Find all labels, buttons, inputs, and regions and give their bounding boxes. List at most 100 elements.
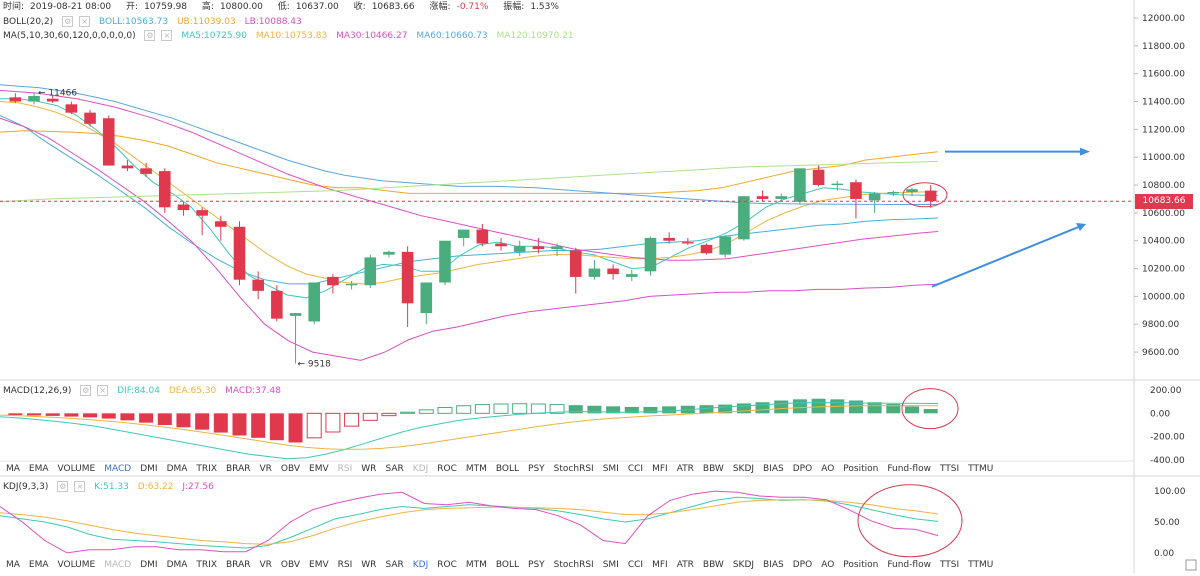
tab-cci[interactable]: CCI — [627, 560, 644, 570]
tab-fund-flow[interactable]: Fund-flow — [887, 464, 931, 474]
tab-boll[interactable]: BOLL — [495, 464, 520, 474]
tab-emv[interactable]: EMV — [309, 560, 329, 570]
tab-stochrsi[interactable]: StochRSI — [553, 464, 594, 474]
tab-ema[interactable]: EMA — [28, 560, 49, 570]
tab-trix[interactable]: TRIX — [196, 560, 217, 570]
tab-atr[interactable]: ATR — [676, 560, 694, 570]
close-value: 10683.66 — [371, 2, 415, 12]
tab-rsi[interactable]: RSI — [337, 464, 353, 474]
macd-value: MACD:37.48 — [225, 386, 281, 396]
macd-histogram-bar — [886, 404, 901, 414]
price-axis-tick: 11600.00 — [1142, 70, 1185, 80]
close-label: 收: — [353, 2, 366, 12]
tab-trix[interactable]: TRIX — [196, 464, 217, 474]
tab-ttsi[interactable]: TTSI — [939, 560, 960, 570]
macd-histogram-bar — [306, 412, 322, 439]
macd-histogram-bar — [587, 405, 602, 414]
tab-position[interactable]: Position — [843, 464, 879, 474]
tab-ao[interactable]: AO — [821, 560, 835, 570]
tab-kdj[interactable]: KDJ — [412, 464, 429, 474]
tab-dpo[interactable]: DPO — [792, 464, 813, 474]
candle-body — [868, 193, 881, 201]
tab-skdj[interactable]: SKDJ — [732, 560, 755, 570]
tab-position[interactable]: Position — [843, 560, 879, 570]
tab-smi[interactable]: SMI — [602, 560, 619, 570]
macd-histogram-bar — [549, 404, 565, 414]
tab-skdj[interactable]: SKDJ — [732, 464, 755, 474]
settings-icon[interactable]: ⚙ — [57, 481, 69, 492]
tab-smi[interactable]: SMI — [602, 464, 619, 474]
macd-histogram-bar — [867, 402, 882, 414]
candle-body — [252, 279, 264, 291]
tab-wr[interactable]: WR — [361, 464, 377, 474]
tab-sar[interactable]: SAR — [385, 464, 404, 474]
tab-dpo[interactable]: DPO — [792, 560, 813, 570]
tab-mtm[interactable]: MTM — [465, 560, 487, 570]
highlight-circle — [902, 182, 948, 208]
tab-volume[interactable]: VOLUME — [57, 560, 96, 570]
macd-histogram-bar — [101, 413, 116, 419]
dea-value: DEA:65.30 — [168, 386, 217, 396]
settings-icon[interactable]: ⚙ — [62, 16, 74, 27]
candle-body — [738, 196, 750, 240]
series-line-ma120 — [0, 160, 939, 203]
close-icon[interactable]: × — [161, 30, 173, 41]
tab-mfi[interactable]: MFI — [652, 560, 668, 570]
tab-sar[interactable]: SAR — [385, 560, 404, 570]
tab-boll[interactable]: BOLL — [495, 560, 520, 570]
tab-fund-flow[interactable]: Fund-flow — [887, 560, 931, 570]
tab-mfi[interactable]: MFI — [652, 464, 668, 474]
settings-icon[interactable]: ⚙ — [80, 385, 92, 396]
tab-dma[interactable]: DMA — [166, 464, 188, 474]
tab-bbw[interactable]: BBW — [702, 560, 724, 570]
tab-mtm[interactable]: MTM — [465, 464, 487, 474]
tab-macd[interactable]: MACD — [104, 464, 132, 474]
tab-cci[interactable]: CCI — [627, 464, 644, 474]
tab-brar[interactable]: BRAR — [226, 464, 251, 474]
tab-wr[interactable]: WR — [361, 560, 377, 570]
tab-ma[interactable]: MA — [6, 464, 20, 474]
tab-ttmu[interactable]: TTMU — [968, 560, 994, 570]
tab-stochrsi[interactable]: StochRSI — [553, 560, 594, 570]
candle-body — [196, 210, 208, 216]
tab-roc[interactable]: ROC — [437, 464, 457, 474]
tab-dmi[interactable]: DMI — [140, 464, 158, 474]
tab-ema[interactable]: EMA — [28, 464, 49, 474]
tab-vr[interactable]: VR — [259, 560, 272, 570]
tab-roc[interactable]: ROC — [437, 560, 457, 570]
close-icon[interactable]: × — [97, 385, 109, 396]
tab-bias[interactable]: BIAS — [763, 560, 784, 570]
price-axis-tick: 10800.00 — [1142, 181, 1185, 191]
tab-ma[interactable]: MA — [6, 560, 20, 570]
tab-brar[interactable]: BRAR — [226, 560, 251, 570]
tab-obv[interactable]: OBV — [280, 560, 301, 570]
tab-dmi[interactable]: DMI — [140, 560, 158, 570]
tab-bias[interactable]: BIAS — [763, 464, 784, 474]
tab-ttsi[interactable]: TTSI — [939, 464, 960, 474]
tab-ao[interactable]: AO — [821, 464, 835, 474]
tab-psy[interactable]: PSY — [528, 560, 545, 570]
macd-axis-tick: -400.00 — [1150, 456, 1185, 466]
macd-histogram-bar — [45, 413, 60, 416]
tab-obv[interactable]: OBV — [280, 464, 301, 474]
settings-icon[interactable]: ⚙ — [144, 30, 156, 41]
macd-histogram-bar — [456, 405, 472, 414]
tab-dma[interactable]: DMA — [166, 560, 188, 570]
tab-atr[interactable]: ATR — [676, 464, 694, 474]
candle-body — [140, 168, 152, 174]
macd-histogram-bar — [437, 407, 453, 414]
tab-macd[interactable]: MACD — [104, 560, 132, 570]
tab-psy[interactable]: PSY — [528, 464, 545, 474]
tab-volume[interactable]: VOLUME — [57, 464, 96, 474]
tab-vr[interactable]: VR — [259, 464, 272, 474]
tab-rsi[interactable]: RSI — [337, 560, 353, 570]
tab-bbw[interactable]: BBW — [702, 464, 724, 474]
series-line-dif — [0, 402, 939, 460]
close-icon[interactable]: × — [74, 481, 86, 492]
tab-emv[interactable]: EMV — [309, 464, 329, 474]
close-icon[interactable]: × — [79, 16, 91, 27]
tab-kdj[interactable]: KDJ — [412, 560, 429, 570]
tab-ttmu[interactable]: TTMU — [968, 464, 994, 474]
